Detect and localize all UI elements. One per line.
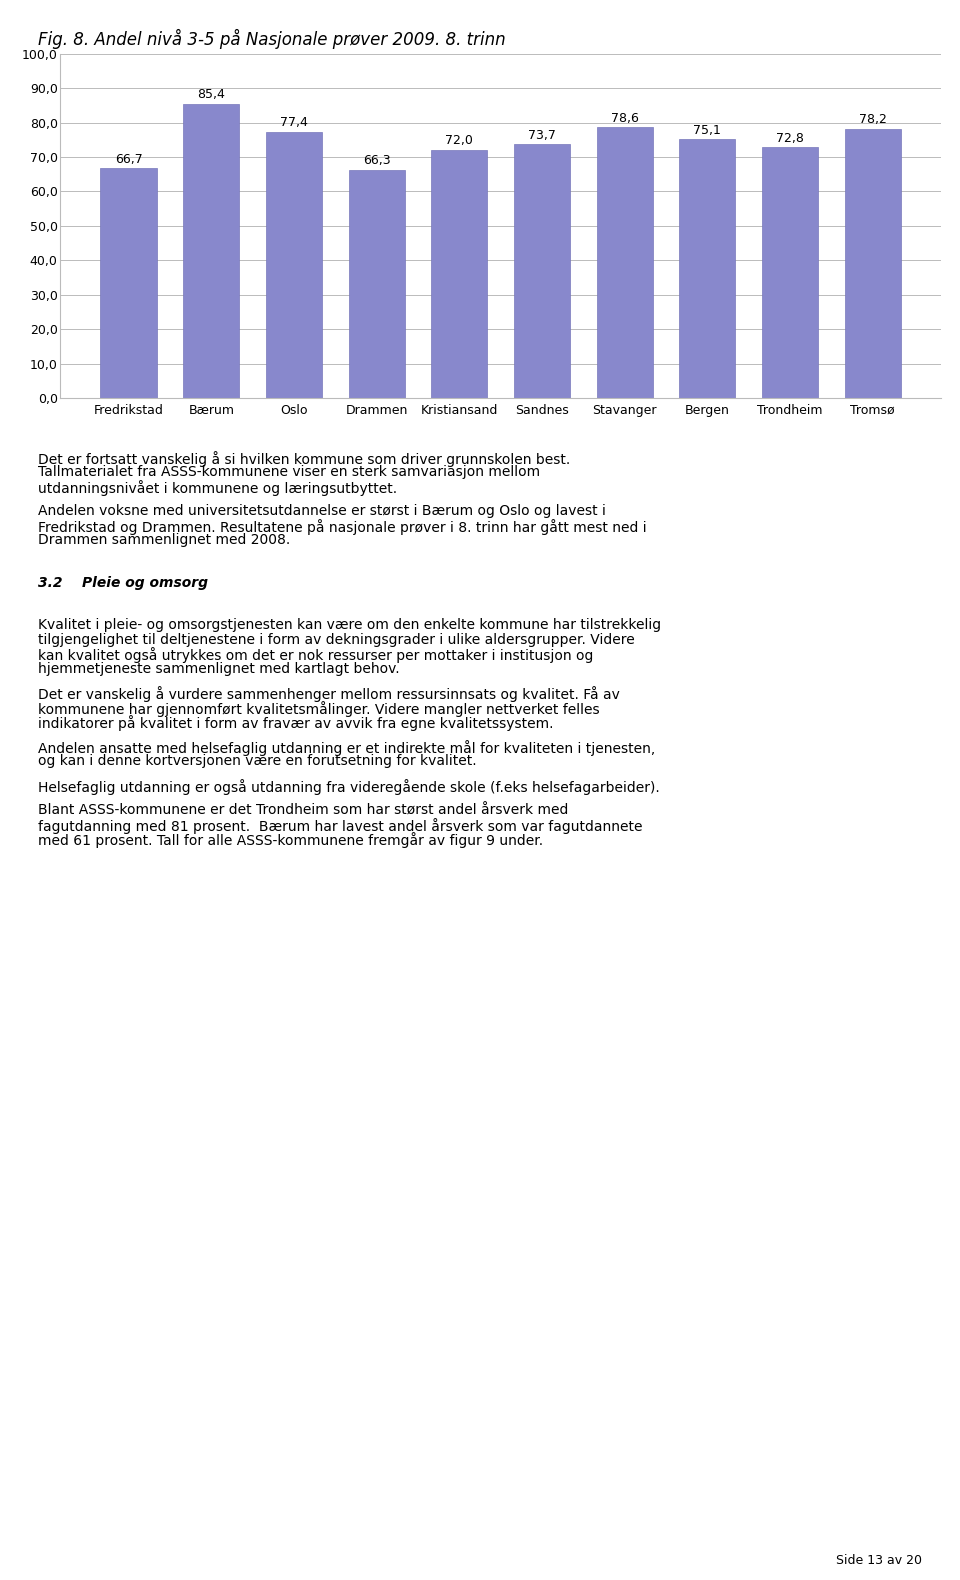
- Text: 77,4: 77,4: [280, 115, 308, 130]
- Bar: [348, 169, 405, 398]
- Text: Det er fortsatt vanskelig å si hvilken kommune som driver grunnskolen best.: Det er fortsatt vanskelig å si hvilken k…: [38, 450, 570, 466]
- Text: 72,0: 72,0: [445, 134, 473, 147]
- Text: Helsefaglig utdanning er også utdanning fra videregående skole (f.eks helsefagar: Helsefaglig utdanning er også utdanning …: [38, 779, 660, 795]
- Text: hjemmetjeneste sammenlignet med kartlagt behov.: hjemmetjeneste sammenlignet med kartlagt…: [38, 662, 400, 676]
- Bar: [101, 169, 156, 398]
- Text: 75,1: 75,1: [693, 123, 721, 137]
- Text: Side 13 av 20: Side 13 av 20: [835, 1555, 922, 1567]
- Bar: [680, 139, 735, 398]
- Text: 72,8: 72,8: [776, 131, 804, 145]
- Text: indikatorer på kvalitet i form av fravær av avvik fra egne kvalitetssystem.: indikatorer på kvalitet i form av fravær…: [38, 716, 554, 732]
- Text: Andelen ansatte med helsefaglig utdanning er et indirekte mål for kvaliteten i t: Andelen ansatte med helsefaglig utdannin…: [38, 739, 656, 755]
- Text: og kan i denne kortversjonen være en forutsetning for kvalitet.: og kan i denne kortversjonen være en for…: [38, 754, 477, 768]
- Text: 66,3: 66,3: [363, 153, 391, 167]
- Text: fagutdanning med 81 prosent.  Bærum har lavest andel årsverk som var fagutdannet: fagutdanning med 81 prosent. Bærum har l…: [38, 817, 643, 834]
- Bar: [431, 150, 488, 398]
- Bar: [514, 144, 570, 398]
- Text: Andelen voksne med universitetsutdannelse er størst i Bærum og Oslo og lavest i: Andelen voksne med universitetsutdannels…: [38, 504, 607, 518]
- Text: Det er vanskelig å vurdere sammenhenger mellom ressursinnsats og kvalitet. Få av: Det er vanskelig å vurdere sammenhenger …: [38, 686, 620, 702]
- Text: Kvalitet i pleie- og omsorgstjenesten kan være om den enkelte kommune har tilstr: Kvalitet i pleie- og omsorgstjenesten ka…: [38, 618, 661, 632]
- Text: kommunene har gjennomført kvalitetsmålinger. Videre mangler nettverket felles: kommunene har gjennomført kvalitetsmålin…: [38, 700, 600, 717]
- Text: utdanningsnivået i kommunene og læringsutbyttet.: utdanningsnivået i kommunene og læringsu…: [38, 480, 397, 496]
- Text: 3.2    Pleie og omsorg: 3.2 Pleie og omsorg: [38, 575, 208, 589]
- Text: Fredrikstad og Drammen. Resultatene på nasjonale prøver i 8. trinn har gått mest: Fredrikstad og Drammen. Resultatene på n…: [38, 518, 647, 534]
- Text: Drammen sammenlignet med 2008.: Drammen sammenlignet med 2008.: [38, 532, 291, 547]
- Bar: [183, 104, 239, 398]
- Text: 78,2: 78,2: [859, 114, 887, 126]
- Text: Fig. 8. Andel nivå 3-5 på Nasjonale prøver 2009. 8. trinn: Fig. 8. Andel nivå 3-5 på Nasjonale prøv…: [38, 28, 506, 49]
- Text: med 61 prosent. Tall for alle ASSS-kommunene fremgår av figur 9 under.: med 61 prosent. Tall for alle ASSS-kommu…: [38, 833, 543, 848]
- Text: 73,7: 73,7: [528, 128, 556, 142]
- Bar: [762, 147, 818, 398]
- Text: Tallmaterialet fra ASSS-kommunene viser en sterk samvariasjon mellom: Tallmaterialet fra ASSS-kommunene viser …: [38, 465, 540, 479]
- Text: 78,6: 78,6: [611, 112, 638, 125]
- Text: tilgjengelighet til deltjenestene i form av dekningsgrader i ulike aldersgrupper: tilgjengelighet til deltjenestene i form…: [38, 632, 636, 646]
- Bar: [596, 128, 653, 398]
- Text: kan kvalitet også utrykkes om det er nok ressurser per mottaker i institusjon og: kan kvalitet også utrykkes om det er nok…: [38, 648, 594, 664]
- Text: 66,7: 66,7: [115, 153, 142, 166]
- Text: Blant ASSS-kommunene er det Trondheim som har størst andel årsverk med: Blant ASSS-kommunene er det Trondheim so…: [38, 803, 568, 817]
- Bar: [845, 130, 900, 398]
- Text: 85,4: 85,4: [198, 88, 226, 101]
- Bar: [266, 131, 322, 398]
